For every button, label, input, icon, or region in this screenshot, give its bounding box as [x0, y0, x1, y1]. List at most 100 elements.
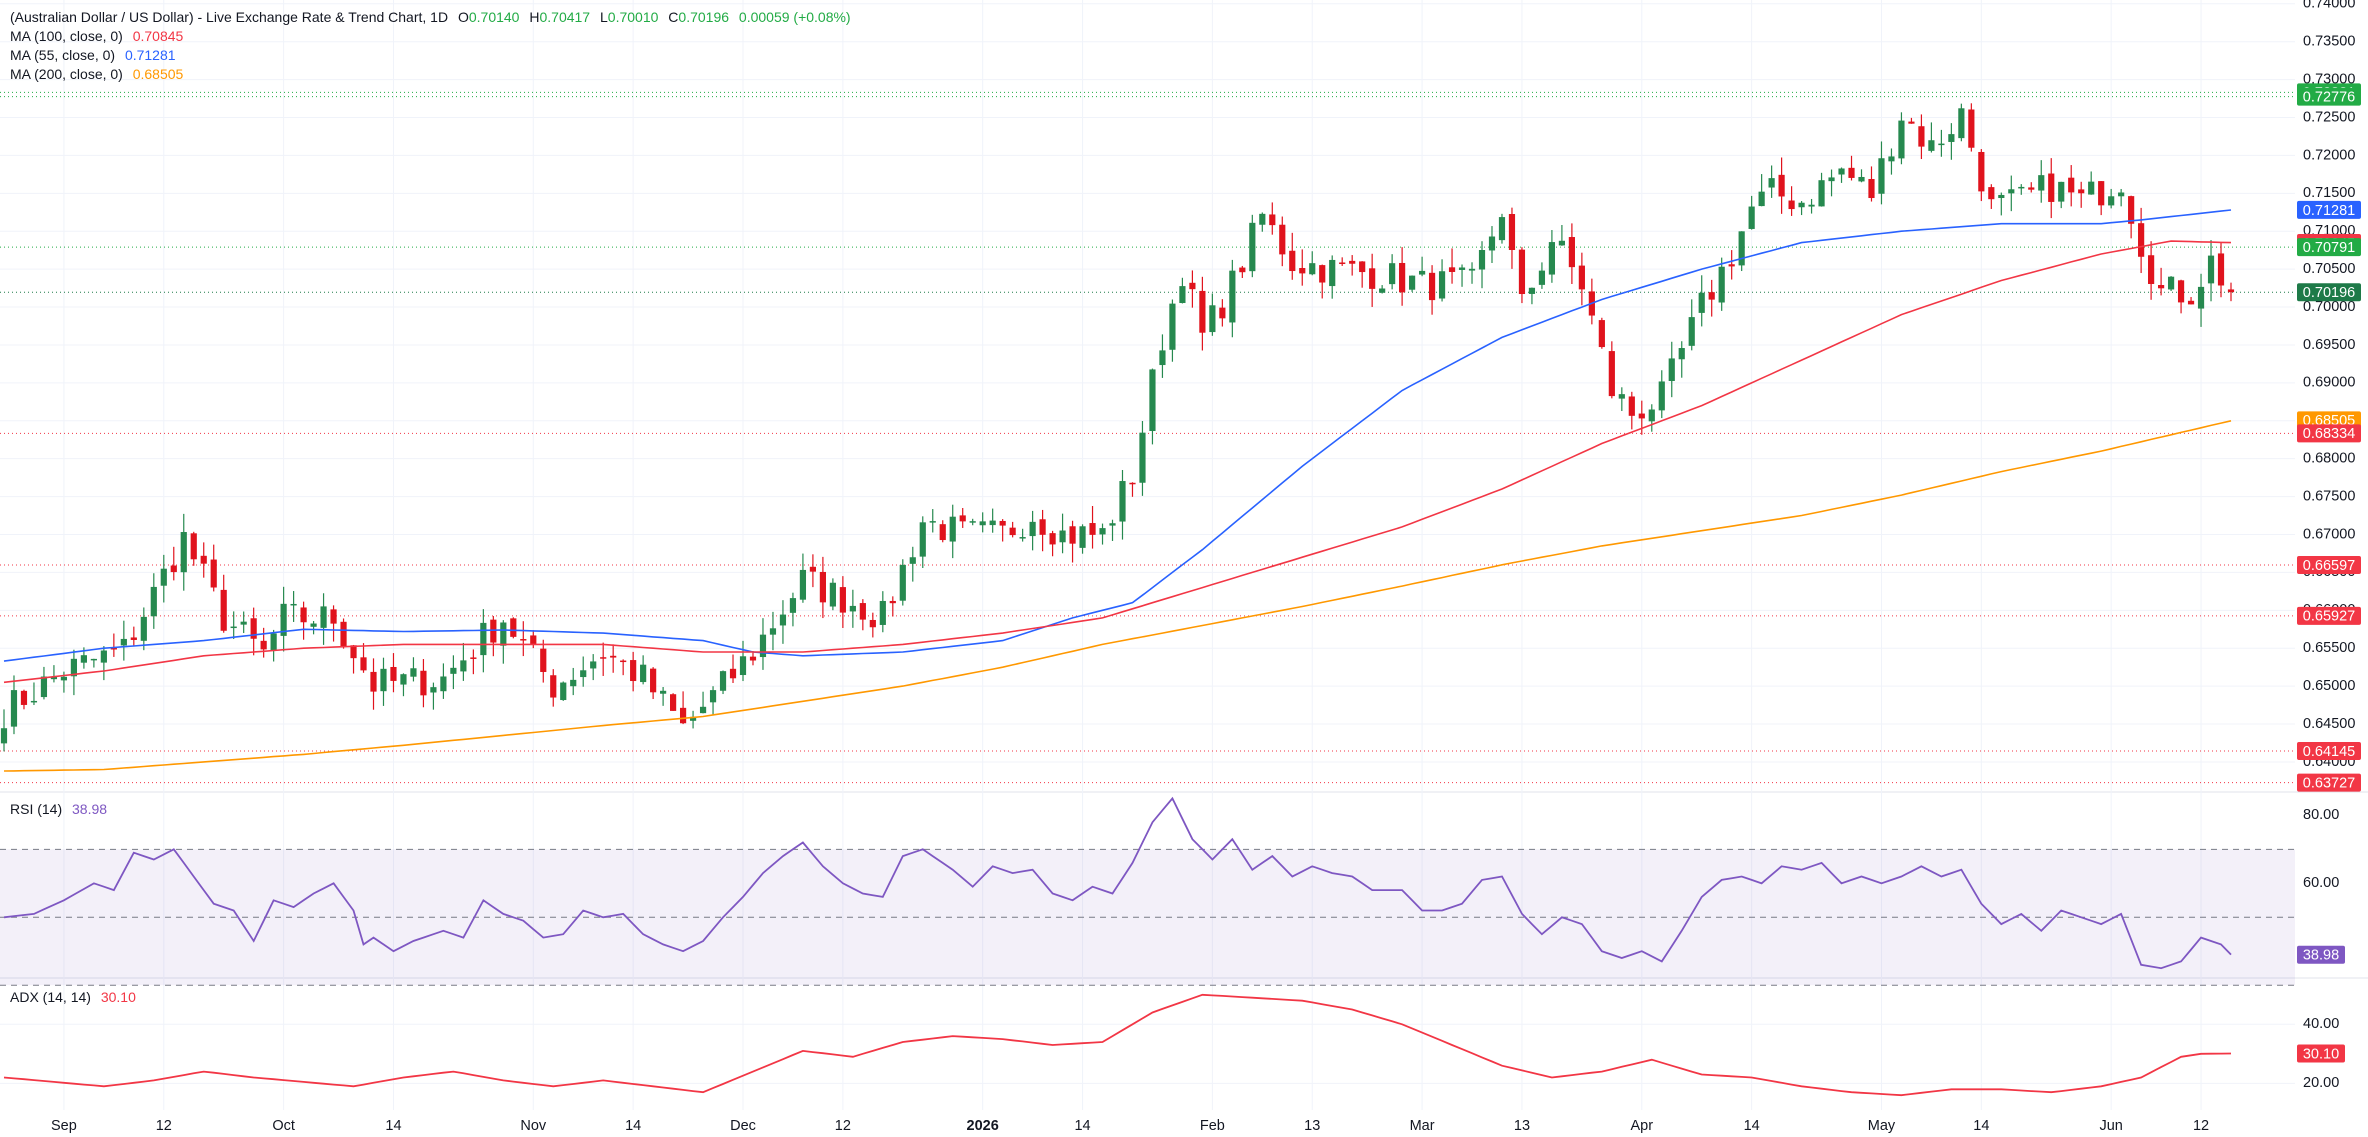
y-tick-label: 0.68000	[2303, 451, 2355, 467]
y-tick-label: 0.69500	[2303, 337, 2355, 353]
candle-body	[899, 564, 906, 601]
candle-body	[2217, 253, 2225, 286]
candle-body	[420, 670, 427, 696]
candle-body	[90, 658, 97, 661]
candle-body	[2128, 196, 2135, 224]
adx-value-badge	[2297, 1044, 2345, 1063]
legend-title: (Australian Dollar / US Dollar) - Live E…	[10, 9, 449, 25]
candle-body	[2138, 223, 2145, 257]
candle-body	[709, 690, 717, 703]
candle-body	[839, 587, 846, 613]
legend-ma55[interactable]: MA (55, close, 0) 0.71281	[10, 47, 182, 63]
adx-y-tick-label: 20.00	[2303, 1075, 2339, 1091]
candle-body	[1438, 271, 1446, 299]
candle-body	[939, 524, 946, 541]
candle-body	[670, 694, 677, 711]
x-tick-label: 13	[1304, 1118, 1320, 1134]
candle-body	[470, 657, 477, 659]
price-level-badge	[2297, 87, 2361, 106]
candle-body	[1548, 242, 1556, 275]
candle-body	[220, 589, 227, 631]
price-level-badge	[2297, 606, 2361, 625]
candle-body	[110, 647, 117, 650]
candle-body	[100, 650, 107, 663]
candle-body	[1898, 120, 1905, 159]
legend-adx-value: 30.10	[100, 989, 136, 1005]
candle-body	[1488, 236, 1496, 251]
candle-body	[949, 516, 956, 542]
price-level-badge	[2297, 424, 2361, 443]
candle-body	[1049, 533, 1056, 545]
candle-body	[160, 568, 167, 586]
candle-body	[60, 676, 68, 681]
candle-body	[330, 609, 337, 624]
candle-body	[1948, 134, 1955, 142]
legend-ma200[interactable]: MA (200, close, 0) 0.68505	[10, 66, 189, 82]
candle-body	[1369, 268, 1376, 289]
candle-body	[1658, 381, 1665, 411]
candle-body	[2008, 189, 2015, 194]
candle-body	[879, 600, 886, 625]
candle-body	[1848, 167, 1855, 178]
candle-body	[1808, 204, 1815, 207]
candle-body	[1768, 178, 1775, 188]
candle-body	[1119, 481, 1126, 522]
candle-body	[1019, 537, 1026, 539]
candle-body	[550, 675, 557, 698]
candle-body	[689, 716, 697, 721]
candle-body	[1309, 263, 1316, 275]
candle-body	[829, 582, 836, 607]
x-tick-label: 12	[156, 1118, 172, 1134]
candle-body	[1798, 202, 1805, 208]
candle-body	[2048, 173, 2055, 202]
candle-body	[1828, 177, 1835, 182]
candle-body	[1099, 528, 1106, 535]
legend-ma200-value: 0.68505	[132, 66, 184, 82]
y-tick-label: 0.65500	[2303, 640, 2355, 656]
candle-body	[1389, 263, 1396, 285]
candle-body	[640, 664, 647, 683]
candle-body	[260, 640, 267, 650]
candle-body	[1728, 264, 1735, 267]
legend-close: C0.70196	[668, 9, 730, 25]
legend-ma100[interactable]: MA (100, close, 0) 0.70845	[10, 28, 189, 44]
candle-body	[1279, 224, 1286, 255]
x-tick-label: 14	[1744, 1118, 1760, 1134]
adx-y-tick-label: 40.00	[2303, 1016, 2339, 1032]
candle-body	[1638, 413, 1645, 419]
candle-body	[1189, 282, 1196, 290]
candle-body	[1978, 151, 1985, 192]
y-tick-label: 0.67000	[2303, 526, 2355, 542]
candle-body	[360, 657, 367, 671]
candle-body	[1209, 305, 1216, 333]
candle-body	[1818, 180, 1825, 207]
candle-body	[580, 670, 587, 678]
candle-body	[1608, 351, 1615, 397]
y-tick-label: 0.73500	[2303, 34, 2355, 50]
candle-body	[480, 622, 487, 656]
candle-body	[1079, 526, 1086, 548]
legend-rsi[interactable]: RSI (14) 38.98	[10, 801, 113, 817]
y-tick-label: 0.74000	[2303, 0, 2355, 12]
legend-adx[interactable]: ADX (14, 14) 30.10	[10, 989, 142, 1005]
candle-body	[1518, 249, 1526, 295]
y-tick-label: 0.65000	[2303, 678, 2355, 694]
candle-body	[1418, 270, 1426, 275]
candle-body	[460, 660, 467, 672]
y-tick-label: 0.67500	[2303, 488, 2355, 504]
y-tick-label: 0.71500	[2303, 185, 2355, 201]
ma-line	[3, 420, 2232, 772]
candle-body	[2157, 285, 2165, 289]
candle-body	[590, 661, 597, 669]
rsi-y-tick-label: 60.00	[2303, 875, 2339, 891]
candle-body	[440, 676, 447, 692]
adx-value-badge-text: 30.10	[2303, 1046, 2339, 1062]
candle-body	[2197, 286, 2205, 309]
candle-body	[989, 520, 996, 526]
y-tick-label: 0.64500	[2303, 716, 2355, 732]
legend-high: H0.70417	[529, 9, 591, 25]
x-tick-label: Feb	[1200, 1118, 1225, 1134]
candle-body	[1598, 320, 1605, 348]
x-tick-label: Mar	[1410, 1118, 1435, 1134]
